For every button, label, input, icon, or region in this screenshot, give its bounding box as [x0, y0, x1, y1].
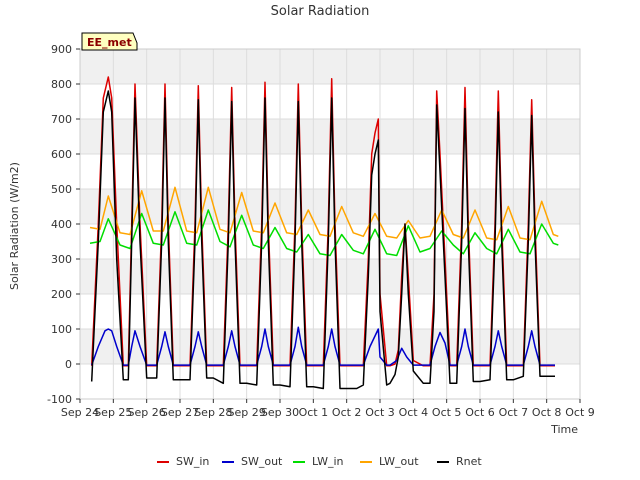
x-tick-label: Oct 9: [565, 406, 595, 419]
legend-label-rnet: Rnet: [456, 455, 482, 468]
y-tick-label: 100: [51, 323, 72, 336]
x-tick-label: Oct 2: [332, 406, 362, 419]
series-line-lw-out: [89, 186, 559, 241]
x-tick-label: Sep 26: [128, 406, 166, 419]
plot-band: [80, 49, 580, 84]
y-tick-label: 200: [51, 288, 72, 301]
x-tick-label: Sep 25: [94, 406, 132, 419]
chart-title: Solar Radiation: [271, 4, 370, 19]
series-line-rnet: [90, 90, 555, 390]
legend-label-sw-in: SW_in: [176, 455, 209, 468]
y-tick-label: 700: [51, 113, 72, 126]
x-tick-label: Sep 24: [61, 406, 99, 419]
annotation-badge: EE_met: [81, 32, 138, 51]
x-tick-label: Oct 4: [399, 406, 429, 419]
y-tick-label: -100: [47, 393, 72, 406]
annotation-badge-box: [81, 32, 138, 51]
y-axis-ticks: -100 0 100 200 300 400 500 600 700 800 900: [47, 43, 80, 406]
y-tick-label: 0: [65, 358, 72, 371]
x-axis-label: Time: [550, 423, 578, 436]
legend: SW_in SW_out LW_in LW_out Rnet: [157, 455, 482, 468]
y-tick-label: 500: [51, 183, 72, 196]
x-tick-label: Oct 6: [465, 406, 495, 419]
legend-label-sw-out: SW_out: [241, 455, 283, 468]
y-tick-label: 800: [51, 78, 72, 91]
y-tick-label: 600: [51, 148, 72, 161]
x-tick-label: Sep 29: [228, 406, 266, 419]
x-tick-label: Oct 5: [432, 406, 462, 419]
y-tick-label: 900: [51, 43, 72, 56]
series-lines: [89, 76, 559, 390]
x-tick-label: Sep 30: [261, 406, 299, 419]
x-tick-label: Oct 7: [499, 406, 529, 419]
x-tick-label: Oct 3: [365, 406, 395, 419]
x-tick-label: Oct 8: [532, 406, 562, 419]
x-tick-label: Sep 28: [194, 406, 232, 419]
y-axis-label: Solar Radiation (W/m2): [8, 162, 21, 290]
annotation-badge-text: EE_met: [87, 36, 132, 49]
x-tick-label: Oct 1: [299, 406, 329, 419]
legend-label-lw-in: LW_in: [312, 455, 344, 468]
plot-band: [80, 259, 580, 294]
y-tick-label: 300: [51, 253, 72, 266]
series-line-lw-in: [89, 209, 559, 257]
x-tick-label: Sep 27: [161, 406, 199, 419]
legend-label-lw-out: LW_out: [379, 455, 419, 468]
y-tick-label: 400: [51, 218, 72, 231]
